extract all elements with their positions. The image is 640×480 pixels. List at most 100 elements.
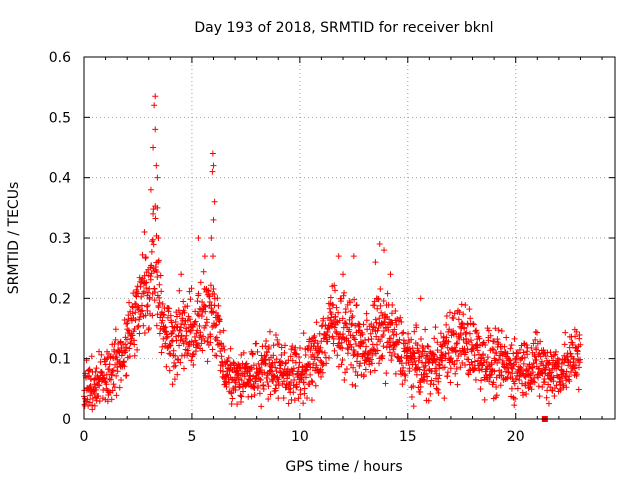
data-point xyxy=(104,355,111,362)
x-tick-label: 10 xyxy=(291,429,309,445)
data-point xyxy=(220,327,227,334)
data-point xyxy=(172,352,179,359)
data-point xyxy=(461,325,468,332)
data-point xyxy=(123,372,130,379)
data-point xyxy=(365,336,372,343)
data-point xyxy=(521,354,528,361)
data-point xyxy=(142,280,149,287)
data-point xyxy=(220,368,227,375)
data-point xyxy=(335,340,342,347)
data-point xyxy=(100,387,107,394)
data-point xyxy=(433,385,440,392)
data-point xyxy=(493,392,500,399)
data-point xyxy=(355,320,362,327)
data-point xyxy=(470,320,477,327)
data-point xyxy=(208,235,215,241)
data-point xyxy=(91,381,98,388)
data-point xyxy=(330,335,337,342)
data-point xyxy=(178,352,185,359)
data-point xyxy=(170,328,177,335)
data-point xyxy=(431,353,438,360)
data-point xyxy=(388,357,395,364)
data-point xyxy=(326,354,333,361)
data-point xyxy=(509,370,516,377)
data-point xyxy=(154,268,161,275)
x-axis-label: GPS time / hours xyxy=(285,459,402,475)
data-point xyxy=(422,360,429,367)
data-point xyxy=(209,168,216,175)
data-point xyxy=(562,329,569,336)
data-point xyxy=(183,325,190,332)
data-point xyxy=(88,353,95,360)
data-point xyxy=(144,289,151,296)
data-point xyxy=(386,349,393,356)
data-point xyxy=(132,309,139,316)
data-point xyxy=(490,346,497,353)
data-point xyxy=(420,345,427,352)
data-point xyxy=(386,316,393,323)
data-point xyxy=(304,394,311,401)
data-point xyxy=(563,377,570,384)
data-point xyxy=(439,357,446,364)
data-point xyxy=(265,344,272,351)
data-point xyxy=(98,351,105,358)
data-point xyxy=(353,302,360,309)
data-point xyxy=(372,348,379,355)
data-point xyxy=(514,385,521,392)
data-point xyxy=(167,351,174,358)
data-point xyxy=(531,353,538,360)
data-point xyxy=(246,377,253,384)
data-point xyxy=(190,361,197,368)
data-point xyxy=(301,370,308,377)
data-point xyxy=(462,349,469,356)
data-point xyxy=(545,400,552,407)
data-point xyxy=(421,348,428,355)
data-point xyxy=(524,351,531,358)
data-point xyxy=(257,376,264,383)
data-point xyxy=(377,338,384,345)
data-point xyxy=(363,317,370,324)
data-point xyxy=(352,383,359,390)
data-point xyxy=(520,360,527,367)
data-point xyxy=(272,364,279,371)
data-point xyxy=(417,295,424,302)
data-point xyxy=(240,388,247,395)
data-point xyxy=(126,345,133,352)
axis-ticks: 0 0.1 0.2 0.3 0.4 0.5 0.6 0 5 10 15 20 xyxy=(49,50,615,445)
data-point xyxy=(107,376,114,383)
data-point xyxy=(124,320,131,327)
data-point xyxy=(423,370,430,377)
data-point xyxy=(533,356,540,363)
data-point xyxy=(329,301,336,308)
data-point xyxy=(378,309,385,316)
data-point xyxy=(249,350,256,357)
data-point xyxy=(318,338,325,345)
data-point xyxy=(220,343,227,350)
data-point xyxy=(361,371,368,378)
data-point xyxy=(450,315,457,322)
data-point xyxy=(469,346,476,353)
data-point xyxy=(151,297,158,304)
data-point xyxy=(391,326,398,333)
data-point xyxy=(214,341,221,348)
data-point xyxy=(476,351,483,358)
data-point xyxy=(149,236,156,243)
data-point xyxy=(178,271,185,278)
data-point xyxy=(457,364,464,371)
data-point xyxy=(147,186,154,193)
data-point xyxy=(209,346,216,353)
data-point xyxy=(271,388,278,395)
data-point xyxy=(204,338,211,345)
data-point xyxy=(167,342,174,349)
data-point xyxy=(302,352,309,359)
data-point xyxy=(324,328,331,335)
data-point xyxy=(200,333,207,340)
data-point xyxy=(433,370,440,377)
data-point xyxy=(563,384,570,391)
data-point xyxy=(270,352,277,359)
data-point xyxy=(302,374,309,381)
data-point xyxy=(93,365,100,372)
data-point xyxy=(235,376,242,383)
data-point xyxy=(197,332,204,339)
data-point xyxy=(163,328,170,335)
